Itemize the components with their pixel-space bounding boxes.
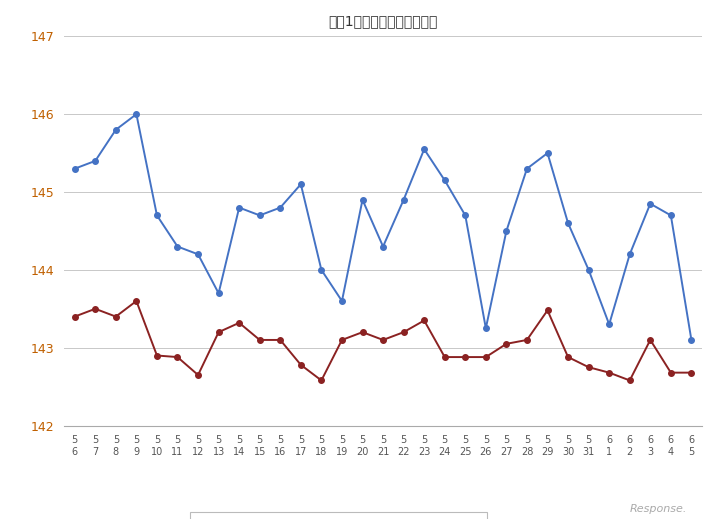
レギュラー実売価格（円/L） (563, 354, 572, 360)
レギュラー看板価格（円/L） (420, 146, 428, 152)
レギュラー看板価格（円/L） (276, 204, 284, 211)
レギュラー実売価格（円/L） (256, 337, 264, 343)
レギュラー実売価格（円/L） (440, 354, 449, 360)
レギュラー実売価格（円/L） (605, 370, 614, 376)
レギュラー実売価格（円/L） (502, 340, 511, 347)
レギュラー実売価格（円/L） (543, 307, 552, 313)
レギュラー看板価格（円/L） (194, 251, 203, 257)
レギュラー実売価格（円/L） (173, 354, 182, 360)
レギュラー看板価格（円/L） (91, 158, 100, 164)
Line: レギュラー看板価格（円/L）: レギュラー看板価格（円/L） (72, 112, 695, 343)
レギュラー看板価格（円/L） (667, 212, 675, 218)
レギュラー看板価格（円/L） (214, 290, 223, 296)
レギュラー実売価格（円/L） (420, 318, 428, 324)
レギュラー看板価格（円/L） (461, 212, 470, 218)
レギュラー看板価格（円/L） (482, 325, 490, 331)
Title: 最近1ヵ月のレギュラー価格: 最近1ヵ月のレギュラー価格 (329, 14, 437, 28)
レギュラー実売価格（円/L） (276, 337, 284, 343)
レギュラー実売価格（円/L） (338, 337, 347, 343)
レギュラー実売価格（円/L） (132, 298, 140, 304)
レギュラー看板価格（円/L） (235, 204, 243, 211)
レギュラー実売価格（円/L） (400, 329, 408, 335)
レギュラー実売価格（円/L） (482, 354, 490, 360)
レギュラー看板価格（円/L） (605, 321, 614, 327)
レギュラー看板価格（円/L） (112, 127, 120, 133)
レギュラー看板価格（円/L） (626, 251, 634, 257)
レギュラー実売価格（円/L） (296, 362, 305, 368)
レギュラー看板価格（円/L） (646, 201, 654, 207)
レギュラー実売価格（円/L） (626, 377, 634, 384)
レギュラー実売価格（円/L） (667, 370, 675, 376)
Legend: レギュラー看板価格（円/L）, レギュラー実売価格（円/L）: レギュラー看板価格（円/L）, レギュラー実売価格（円/L） (190, 512, 487, 519)
レギュラー看板価格（円/L） (379, 243, 387, 250)
レギュラー実売価格（円/L） (112, 313, 120, 320)
レギュラー実売価格（円/L） (646, 337, 654, 343)
Line: レギュラー実売価格（円/L）: レギュラー実売価格（円/L） (72, 298, 695, 383)
Text: Response.: Response. (630, 504, 687, 514)
レギュラー実売価格（円/L） (379, 337, 387, 343)
レギュラー実売価格（円/L） (235, 320, 243, 326)
レギュラー実売価格（円/L） (214, 329, 223, 335)
レギュラー看板価格（円/L） (358, 197, 367, 203)
レギュラー実売価格（円/L） (153, 352, 161, 359)
レギュラー実売価格（円/L） (687, 370, 696, 376)
レギュラー看板価格（円/L） (523, 166, 531, 172)
レギュラー看板価格（円/L） (153, 212, 161, 218)
レギュラー看板価格（円/L） (338, 298, 347, 304)
レギュラー看板価格（円/L） (296, 181, 305, 187)
レギュラー実売価格（円/L） (317, 377, 326, 384)
レギュラー看板価格（円/L） (440, 177, 449, 183)
レギュラー看板価格（円/L） (132, 111, 140, 117)
レギュラー実売価格（円/L） (461, 354, 470, 360)
レギュラー看板価格（円/L） (70, 166, 79, 172)
レギュラー実売価格（円/L） (523, 337, 531, 343)
レギュラー看板価格（円/L） (256, 212, 264, 218)
レギュラー看板価格（円/L） (317, 267, 326, 273)
レギュラー看板価格（円/L） (502, 228, 511, 234)
レギュラー看板価格（円/L） (543, 150, 552, 156)
レギュラー看板価格（円/L） (400, 197, 408, 203)
レギュラー実売価格（円/L） (91, 306, 100, 312)
レギュラー実売価格（円/L） (194, 372, 203, 378)
レギュラー実売価格（円/L） (584, 364, 593, 370)
レギュラー看板価格（円/L） (563, 220, 572, 226)
レギュラー看板価格（円/L） (584, 267, 593, 273)
レギュラー実売価格（円/L） (70, 313, 79, 320)
レギュラー看板価格（円/L） (687, 337, 696, 343)
レギュラー実売価格（円/L） (358, 329, 367, 335)
レギュラー看板価格（円/L） (173, 243, 182, 250)
